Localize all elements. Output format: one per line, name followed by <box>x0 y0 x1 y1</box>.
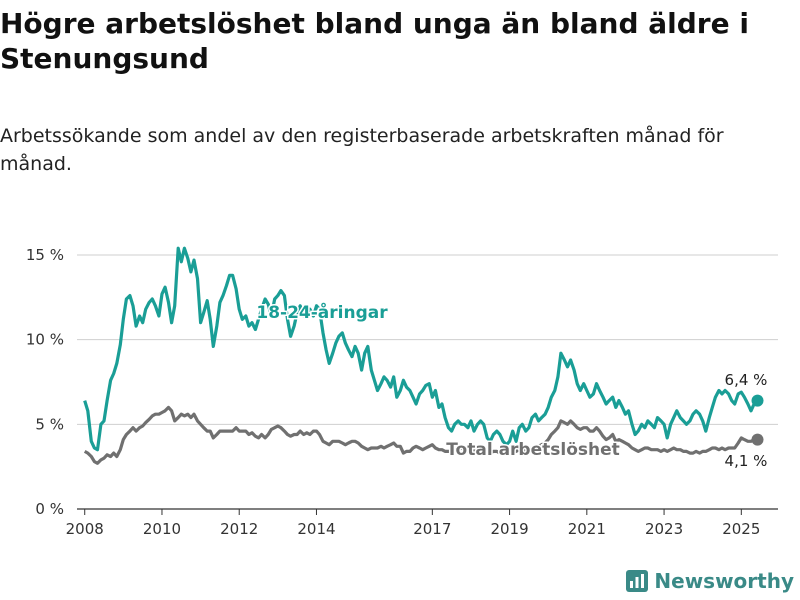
y-tick-label: 5 % <box>35 415 64 433</box>
series-label-youth: 18-24-åringar <box>256 301 388 323</box>
x-tick-label: 2023 <box>645 520 683 538</box>
series-line-total <box>83 405 758 465</box>
series-lines <box>83 246 764 465</box>
x-tick-label: 2017 <box>413 520 451 538</box>
end-value-label-total: 4,1 % <box>725 452 768 470</box>
y-tick-label: 10 % <box>26 331 64 349</box>
end-point-total <box>751 433 764 446</box>
y-tick-label: 0 % <box>35 500 64 518</box>
x-tick-label: 2019 <box>490 520 528 538</box>
end-point-youth <box>751 394 764 407</box>
chart-title: Högre arbetslöshet bland unga än bland ä… <box>0 7 749 75</box>
x-tick-label: 2025 <box>722 520 760 538</box>
chart-subtitle: Arbetssökande som andel av den registerb… <box>0 125 724 175</box>
x-tick-label: 2010 <box>143 520 181 538</box>
x-tick-label: 2014 <box>297 520 335 538</box>
x-tick-label: 2008 <box>66 520 104 538</box>
newsworthy-logo-icon <box>626 570 649 592</box>
brand-name: Newsworthy <box>654 569 794 593</box>
x-tick-label: 2021 <box>568 520 606 538</box>
line-chart: 0 %5 %10 %15 % 2008 2010 2012 2014 2017 2019 2… <box>26 246 778 538</box>
series-labels: 18-24-åringar Total arbetslöshet 6,4 % 4,1 … <box>255 300 768 471</box>
x-tick-label: 2012 <box>220 520 258 538</box>
end-value-label-youth: 6,4 % <box>725 371 768 389</box>
y-axis: 0 % 5 % 10 % 15 % <box>26 246 64 518</box>
brand-logo: Newsworthy <box>626 568 794 594</box>
grid-lines <box>77 254 778 510</box>
x-axis: 2008 2010 2012 2014 2017 2019 2021 2023 2025 <box>66 509 760 538</box>
y-tick-label: 15 % <box>26 246 64 264</box>
series-line-youth <box>83 246 759 452</box>
series-label-total: Total arbetslöshet <box>446 440 620 460</box>
